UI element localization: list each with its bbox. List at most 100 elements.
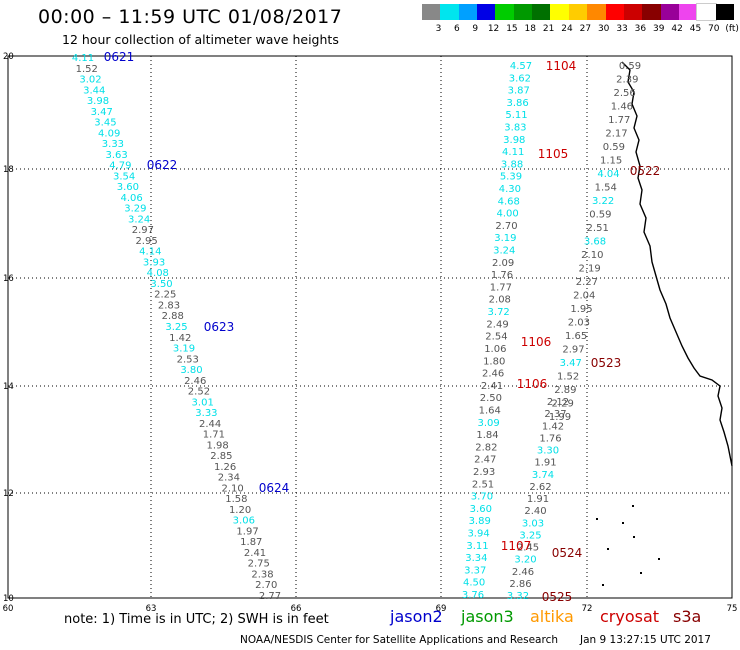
pass-time-label: 1106 — [517, 377, 548, 391]
track-1-value: 2.46 — [184, 376, 206, 387]
pass-time-label: 0523 — [591, 356, 622, 370]
track-2-value: 5.11 — [505, 110, 527, 121]
pass-time-label: 0623 — [204, 320, 235, 334]
track-1-value: 3.44 — [83, 85, 105, 96]
pass-time-label: 0621 — [104, 50, 135, 64]
track-2-value: 4.11 — [502, 147, 524, 158]
track-1-value: 1.87 — [240, 537, 262, 548]
track-2-value: 2.70 — [495, 221, 517, 232]
x-tick-label: 66 — [291, 604, 302, 614]
track-1-value: 3.93 — [143, 257, 165, 268]
legend-label: 12 — [487, 24, 500, 34]
legend-label: 42 — [671, 24, 683, 34]
track-2-value: 3.86 — [507, 98, 529, 109]
pass-time-label: 0524 — [552, 546, 583, 560]
satellite-cryosat: cryosat — [600, 607, 660, 626]
track-2-value: 2.46 — [482, 369, 504, 380]
track-2-value: 3.76 — [462, 590, 484, 601]
pass-time-label: 0522 — [630, 164, 661, 178]
track-4-value: 1.77 — [608, 115, 630, 126]
track-3-value: 3.30 — [537, 446, 559, 457]
track-1-value: 3.60 — [117, 182, 139, 193]
track-2-value: 2.54 — [485, 332, 507, 343]
track-3-value: 3.32 — [507, 591, 529, 602]
track-2-value: 3.19 — [494, 233, 516, 244]
legend-label: 39 — [653, 24, 665, 34]
pass-time-label: 0622 — [147, 158, 178, 172]
legend-label: 18 — [524, 24, 536, 34]
x-tick-label: 69 — [436, 604, 447, 614]
track-1-value: 2.95 — [135, 236, 157, 247]
track-2-value: 3.62 — [509, 73, 531, 84]
legend-swatch — [550, 4, 570, 20]
legend-label: 3 — [435, 24, 442, 34]
legend-swatch — [568, 4, 588, 20]
track-2-value: 3.11 — [466, 541, 488, 552]
legend-swatch — [440, 4, 460, 20]
satellite-jason3: jason3 — [461, 607, 514, 626]
track-1-value: 2.70 — [255, 580, 277, 591]
track-3-value: 1.91 — [527, 494, 549, 505]
track-2-value: 3.83 — [504, 123, 526, 134]
track-1-value: 3.47 — [91, 107, 113, 118]
track-3-value: 1.42 — [542, 421, 564, 432]
track-2-value: 2.41 — [481, 381, 503, 392]
track-1-value: 2.85 — [210, 451, 232, 462]
pass-time-label: 0624 — [259, 481, 290, 495]
track-1-value: 1.97 — [236, 526, 258, 537]
legend-label: 15 — [506, 24, 518, 34]
track-2-value: 2.93 — [473, 467, 495, 478]
track-1-value: 2.75 — [248, 559, 270, 570]
track-3-value: 1.91 — [534, 458, 556, 469]
track-4-value: 2.97 — [562, 345, 584, 356]
track-2-value: 1.06 — [484, 344, 506, 355]
track-2-value: 4.57 — [510, 61, 532, 72]
track-4-value: 1.52 — [557, 372, 579, 383]
track-3-value: 3.25 — [519, 530, 541, 541]
track-4-value: 2.17 — [605, 129, 627, 140]
island — [658, 558, 660, 560]
track-2-value: 3.88 — [501, 159, 523, 170]
x-tick-label: 60 — [3, 604, 14, 614]
track-1-value: 2.34 — [218, 473, 240, 484]
track-3-value: 1.76 — [539, 433, 561, 444]
track-2-value: 3.60 — [470, 504, 492, 515]
legend-label: 70 — [708, 24, 720, 34]
island — [640, 572, 642, 574]
track-1-value: 3.45 — [94, 118, 116, 129]
track-3-value: 2.46 — [512, 567, 534, 578]
legend-swatch — [623, 4, 643, 20]
track-1-value: 4.14 — [139, 247, 161, 258]
track-4-value: 1.65 — [565, 331, 587, 342]
track-2-value: 3.09 — [477, 418, 499, 429]
track-1-value: 2.38 — [251, 569, 273, 580]
legend-swatch — [642, 4, 662, 20]
footnote: note: 1) Time is in UTC; 2) SWH is in fe… — [64, 612, 329, 627]
page-subtitle: 12 hour collection of altimeter wave hei… — [62, 32, 339, 47]
y-tick-label: 12 — [3, 489, 14, 499]
track-2-value: 3.87 — [508, 86, 530, 97]
track-1-value: 3.54 — [113, 171, 135, 182]
track-2-value: 1.84 — [476, 430, 498, 441]
y-tick-label: 20 — [3, 52, 14, 62]
track-1-value: 2.41 — [244, 548, 266, 559]
track-4-value: 3.47 — [560, 358, 582, 369]
track-1-value: 3.24 — [128, 214, 150, 225]
pass-time-label: 1106 — [521, 335, 552, 349]
track-3-value: 2.12 — [547, 397, 569, 408]
legend-swatch — [605, 4, 625, 20]
track-4-value: 2.89 — [554, 385, 576, 396]
track-4-value: 1.46 — [611, 102, 633, 113]
track-4-value: 0.59 — [619, 61, 641, 72]
track-1-value: 2.52 — [188, 387, 210, 398]
track-2-value: 1.64 — [479, 405, 501, 416]
y-tick-label: 10 — [3, 594, 14, 604]
legend-label: 21 — [542, 24, 555, 34]
x-tick-label: 75 — [727, 604, 738, 614]
track-2-value: 1.77 — [490, 282, 512, 293]
legend-swatch — [715, 4, 735, 20]
track-4-value: 1.15 — [600, 156, 622, 167]
track-4-value: 1.54 — [595, 183, 617, 194]
track-1-value: 3.25 — [165, 322, 187, 333]
track-3-value: 3.74 — [532, 470, 554, 481]
